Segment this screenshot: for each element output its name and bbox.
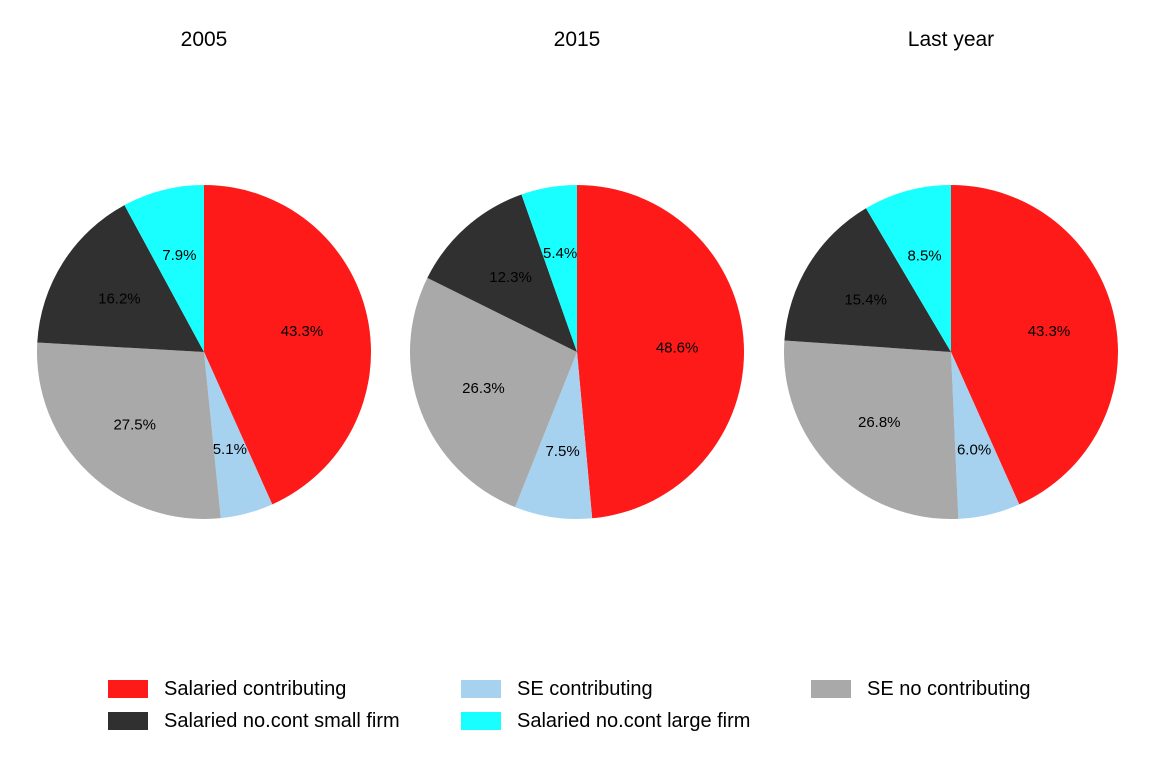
legend-swatch [108, 712, 148, 730]
slice-value-label: 27.5% [113, 416, 156, 433]
pie-slice-se-contributing [515, 352, 593, 519]
pie-2005: 2005 43.3% 5.1% 27.5% 16.2% 7.9% [36, 28, 371, 519]
slice-value-label: 15.4% [844, 291, 887, 308]
legend-item-salaried-contributing: Salaried contributing [108, 678, 346, 700]
pie-slice-salaried-no-cont-small-firm [784, 208, 951, 352]
slice-value-label: 16.2% [98, 290, 141, 307]
legend-swatch [461, 680, 501, 698]
legend: Salaried contributing SE contributing SE… [108, 678, 1108, 742]
pie-slice-se-contributing [951, 352, 1020, 519]
legend-item-salaried-no-cont-large-firm: Salaried no.cont large firm [461, 710, 750, 732]
legend-label: Salaried no.cont small firm [164, 709, 400, 732]
pie-title: 2005 [181, 28, 228, 51]
legend-label: Salaried contributing [164, 677, 347, 700]
pie-slice-salaried-contributing [577, 185, 745, 519]
slice-value-label: 5.4% [543, 245, 577, 262]
pie-slice-salaried-no-cont-large-firm [521, 185, 577, 352]
legend-item-se-contributing: SE contributing [461, 678, 653, 700]
legend-swatch [811, 680, 851, 698]
pie-title: Last year [908, 28, 994, 51]
legend-swatch [108, 680, 148, 698]
slice-value-label: 6.0% [957, 442, 991, 459]
slice-value-label: 43.3% [281, 323, 324, 340]
pie-slice-salaried-no-cont-small-firm [37, 205, 205, 352]
slice-value-label: 8.5% [907, 247, 941, 264]
pie-slice-salaried-no-cont-small-firm [427, 194, 577, 352]
slice-value-label: 7.9% [162, 247, 196, 264]
legend-label: SE no contributing [867, 677, 1031, 700]
pie-slice-salaried-no-cont-large-firm [124, 185, 204, 352]
legend-label: Salaried no.cont large firm [517, 709, 751, 732]
legend-item-salaried-no-cont-small-firm: Salaried no.cont small firm [108, 710, 400, 732]
slice-value-label: 12.3% [489, 269, 532, 286]
slice-value-label: 48.6% [656, 339, 699, 356]
pie-slice-salaried-contributing [951, 185, 1118, 505]
pie-last-year: Last year 43.3% 6.0% 26.8% 15.4% 8.5% [783, 28, 1118, 519]
pie-slice-salaried-no-cont-large-firm [865, 185, 951, 352]
legend-item-se-no-contributing: SE no contributing [811, 678, 1030, 700]
slice-value-label: 26.8% [858, 414, 901, 431]
pie-slice-se-no-contributing [409, 277, 577, 508]
pie-slice-salaried-contributing [204, 185, 371, 505]
legend-swatch [461, 712, 501, 730]
legend-label: SE contributing [517, 677, 653, 700]
pie-slice-se-contributing [204, 352, 273, 519]
pie-slice-se-no-contributing [36, 342, 221, 519]
slice-value-label: 43.3% [1028, 323, 1071, 340]
pie-slice-se-no-contributing [783, 340, 959, 519]
slice-value-label: 7.5% [545, 443, 579, 460]
slice-value-label: 26.3% [462, 380, 505, 397]
slice-value-label: 5.1% [213, 441, 247, 458]
pie-2015: 2015 48.6% 7.5% 26.3% 12.3% 5.4% [409, 28, 745, 519]
pie-title: 2015 [554, 28, 601, 51]
